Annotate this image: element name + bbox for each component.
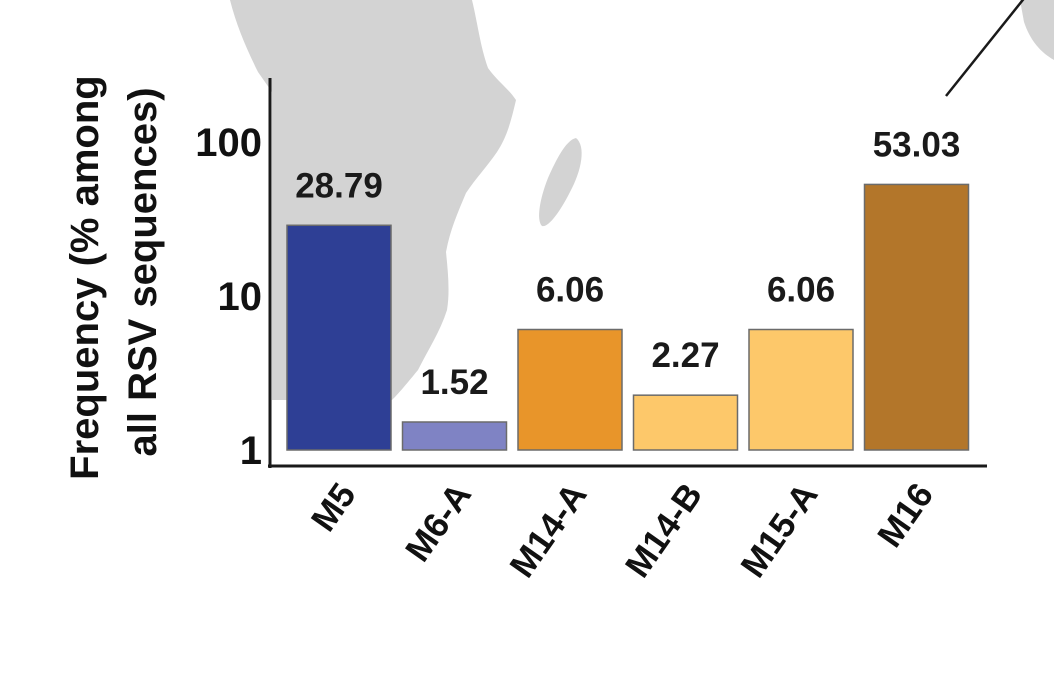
y-axis-label-line-2: all RSV sequences) [121,87,165,456]
madagascar-map-shape [539,138,582,227]
data-label-m5: 28.79 [295,166,383,205]
bar-m15-a [748,328,854,451]
bar-m14-b [632,394,739,451]
y-tick-label: 100 [195,121,262,165]
category-label-m15-a: M15-A [733,476,825,584]
y-ticks: 1 10 100 [195,121,262,473]
category-label-m14-a: M14-A [502,476,594,584]
callout-line [945,0,1025,97]
bars [286,183,970,451]
value-labels: 28.79 1.52 6.06 2.27 6.06 53.03 [295,125,960,402]
bar-m16 [863,183,970,451]
y-axis-label: Frequency (% among all RSV sequences) [63,64,165,480]
data-label-m6-a: 1.52 [420,363,488,402]
asia-map-shape [1020,0,1054,60]
data-label-m14-b: 2.27 [651,336,719,375]
data-label-m15-a: 6.06 [767,270,835,309]
category-label-m6-a: M6-A [398,476,479,568]
bar-m6-a [401,421,508,451]
category-label-m14-b: M14-B [618,476,710,584]
category-label-m16: M16 [870,476,941,554]
y-tick-label: 1 [240,429,262,473]
category-label-m5: M5 [304,476,364,538]
category-labels: M5 M6-A M14-A M14-B M15-A M16 [304,476,941,584]
data-label-m14-a: 6.06 [536,270,604,309]
data-label-m16: 53.03 [873,125,961,164]
y-tick-label: 10 [218,275,263,319]
bar-m5 [286,224,392,451]
axes [268,78,987,468]
y-axis-label-line-1: Frequency (% among [63,75,107,480]
bar-m14-a [517,328,623,451]
